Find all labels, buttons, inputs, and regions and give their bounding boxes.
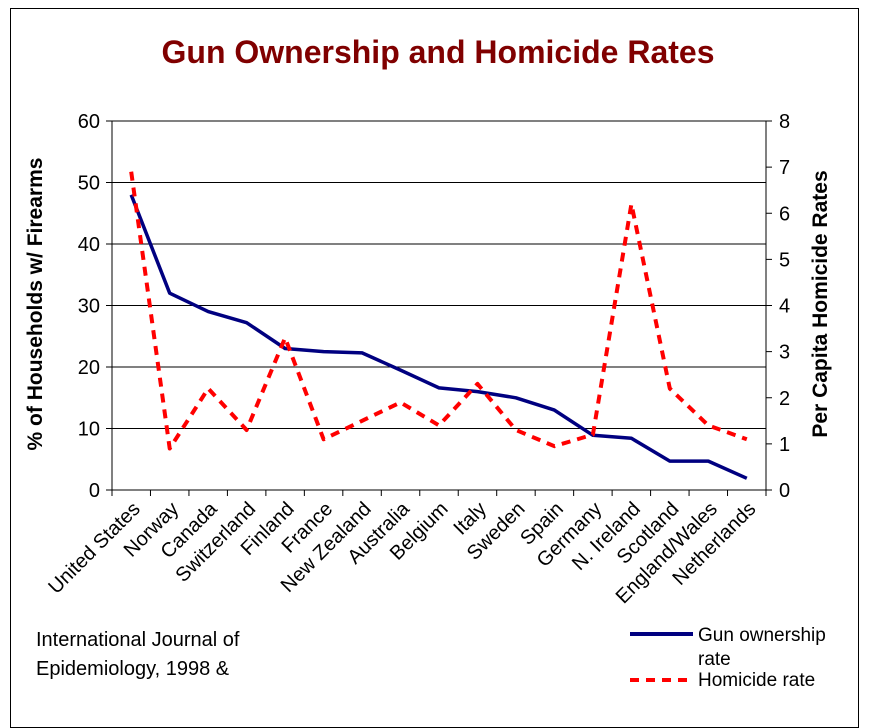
y-tick-label: 10 bbox=[78, 419, 100, 441]
legend: Gun ownership rate Homicide rate bbox=[630, 625, 826, 687]
grid bbox=[112, 120, 766, 429]
legend-label-gun-line1: Gun ownership bbox=[698, 625, 826, 646]
y2-tick-label: 6 bbox=[779, 203, 790, 225]
y2-tick-label: 1 bbox=[779, 434, 790, 456]
y2-tick-label: 7 bbox=[779, 157, 790, 179]
y-tick-label: 40 bbox=[78, 234, 100, 256]
y-tick-label: 0 bbox=[89, 480, 100, 502]
chart: Gun Ownership and Homicide Rates 0102030… bbox=[24, 34, 832, 687]
y-tick-label: 50 bbox=[78, 173, 100, 195]
gun-ownership-line bbox=[129, 194, 748, 480]
right-y-ticks: 0 1 2 3 4 5 6 7 8 bbox=[766, 111, 790, 502]
legend-label-homicide: Homicide rate bbox=[698, 670, 815, 687]
y-tick-label: 20 bbox=[78, 357, 100, 379]
legend-label-gun-line2: rate bbox=[698, 649, 731, 670]
x-tick-labels: United StatesNorwayCanadaSwitzerlandFinl… bbox=[44, 497, 760, 608]
y-tick-label: 60 bbox=[78, 111, 100, 133]
left-y-ticks: 0 10 20 30 40 50 60 bbox=[78, 111, 112, 502]
homicide-rate-line bbox=[129, 171, 748, 451]
series-group bbox=[129, 171, 748, 480]
y2-tick-label: 8 bbox=[779, 111, 790, 133]
source-note-line1: International Journal of bbox=[36, 629, 240, 651]
source-note-line2: Epidemiology, 1998 & bbox=[36, 658, 230, 680]
y2-axis-label: Per Capita Homicide Rates bbox=[809, 170, 832, 437]
y2-tick-label: 3 bbox=[779, 342, 790, 364]
chart-title: Gun Ownership and Homicide Rates bbox=[162, 34, 715, 70]
y2-tick-label: 5 bbox=[779, 249, 790, 271]
axes bbox=[111, 121, 767, 496]
y2-tick-label: 4 bbox=[779, 296, 790, 318]
y-tick-label: 30 bbox=[78, 296, 100, 318]
y2-tick-label: 0 bbox=[779, 480, 790, 502]
source-note: International Journal of Epidemiology, 1… bbox=[36, 626, 239, 684]
y2-tick-label: 2 bbox=[779, 388, 790, 410]
y-axis-label: % of Households w/ Firearms bbox=[24, 158, 47, 451]
